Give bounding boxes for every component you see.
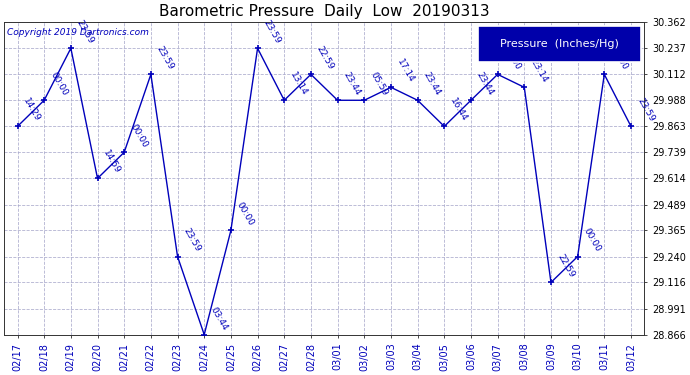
Title: Barometric Pressure  Daily  Low  20190313: Barometric Pressure Daily Low 20190313 bbox=[159, 4, 490, 19]
Text: 23:44: 23:44 bbox=[422, 71, 442, 98]
Text: Copyright 2019 Dartronics.com: Copyright 2019 Dartronics.com bbox=[8, 28, 149, 37]
Text: 00:00: 00:00 bbox=[502, 45, 522, 72]
Text: 23:59: 23:59 bbox=[155, 45, 176, 72]
Text: 14:29: 14:29 bbox=[21, 97, 42, 124]
Text: 03:44: 03:44 bbox=[208, 305, 229, 332]
Text: 00:00: 00:00 bbox=[609, 45, 629, 72]
Text: 00:00: 00:00 bbox=[128, 123, 149, 150]
Text: 00:00: 00:00 bbox=[235, 201, 256, 228]
Text: 13:14: 13:14 bbox=[288, 71, 309, 98]
Text: Pressure  (Inches/Hg): Pressure (Inches/Hg) bbox=[500, 39, 619, 50]
Text: 14:59: 14:59 bbox=[101, 149, 122, 176]
Text: 23:59: 23:59 bbox=[262, 19, 282, 45]
Text: 22:59: 22:59 bbox=[315, 45, 335, 72]
Text: 05:59: 05:59 bbox=[368, 70, 389, 98]
Text: 00:00: 00:00 bbox=[582, 227, 602, 254]
Text: 23:44: 23:44 bbox=[342, 71, 362, 98]
Text: 23:59: 23:59 bbox=[75, 19, 96, 45]
Text: 23:44: 23:44 bbox=[475, 71, 495, 98]
Text: 22:59: 22:59 bbox=[555, 253, 575, 280]
Text: 23:14: 23:14 bbox=[529, 58, 549, 84]
Text: 17:14: 17:14 bbox=[395, 58, 416, 84]
Text: 23:59: 23:59 bbox=[181, 227, 202, 254]
FancyBboxPatch shape bbox=[478, 26, 641, 63]
Text: 00:00: 00:00 bbox=[48, 70, 69, 98]
Text: 23:59: 23:59 bbox=[635, 97, 656, 124]
Text: 16:44: 16:44 bbox=[448, 97, 469, 124]
